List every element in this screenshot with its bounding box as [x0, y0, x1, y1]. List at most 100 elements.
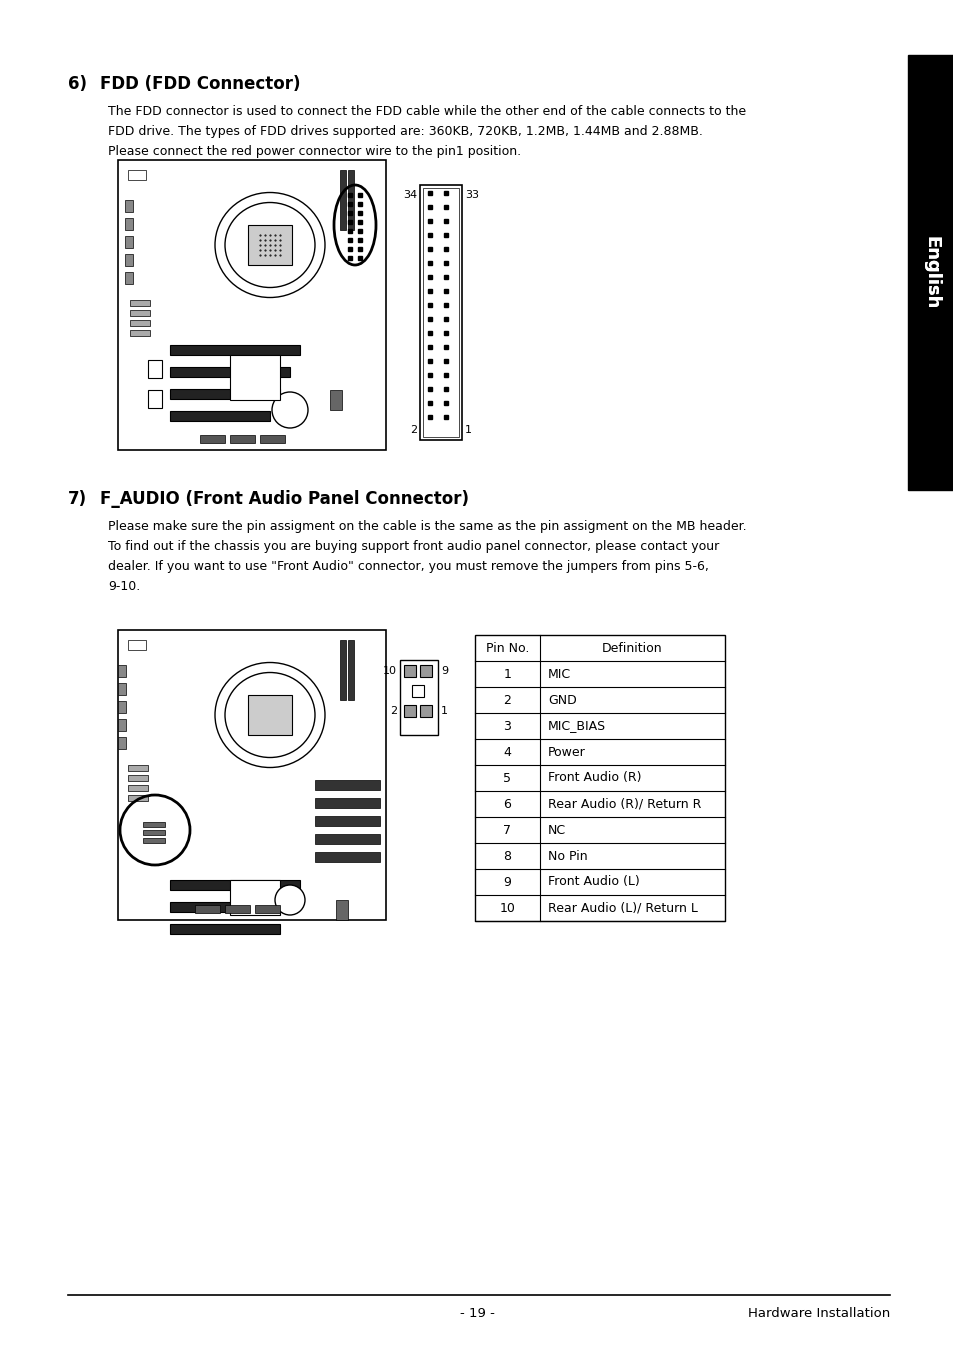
Bar [314, 798, 379, 808]
Text: 2: 2 [410, 425, 416, 435]
Text: dealer. If you want to use "Front Audio" connector, you must remove the jumpers : dealer. If you want to use "Front Audio"… [108, 560, 708, 573]
Text: MIC_BIAS: MIC_BIAS [547, 719, 605, 733]
Bar [475, 635, 724, 921]
Text: 10: 10 [382, 667, 396, 676]
Bar [118, 719, 126, 731]
Text: 2: 2 [503, 694, 511, 707]
Text: FDD (FDD Connector): FDD (FDD Connector) [100, 74, 300, 93]
Text: 8: 8 [503, 849, 511, 863]
Bar [335, 900, 348, 919]
Circle shape [272, 392, 308, 429]
Bar [128, 765, 148, 771]
Bar [419, 185, 461, 439]
Bar [248, 695, 292, 735]
Bar [399, 660, 437, 735]
Ellipse shape [225, 672, 314, 757]
Text: 1: 1 [464, 425, 472, 435]
Text: Please connect the red power connector wire to the pin1 position.: Please connect the red power connector w… [108, 145, 520, 158]
Bar [194, 904, 220, 913]
Bar [170, 411, 270, 420]
Text: 1: 1 [503, 668, 511, 680]
Text: 2: 2 [390, 706, 396, 717]
Text: 1: 1 [440, 706, 448, 717]
Text: 9: 9 [440, 667, 448, 676]
Bar [419, 704, 432, 717]
Text: 34: 34 [402, 191, 416, 200]
Bar [143, 830, 165, 836]
Text: FDD drive. The types of FDD drives supported are: 360KB, 720KB, 1.2MB, 1.44MB an: FDD drive. The types of FDD drives suppo… [108, 124, 702, 138]
Text: MIC: MIC [547, 668, 571, 680]
Text: 7: 7 [503, 823, 511, 837]
Text: No Pin: No Pin [547, 849, 587, 863]
Ellipse shape [214, 662, 325, 768]
Bar [339, 639, 346, 700]
Text: Rear Audio (R)/ Return R: Rear Audio (R)/ Return R [547, 798, 700, 810]
Text: 3: 3 [503, 719, 511, 733]
Bar [170, 366, 290, 377]
Bar [422, 188, 458, 437]
Text: Please make sure the pin assigment on the cable is the same as the pin assigment: Please make sure the pin assigment on th… [108, 521, 746, 533]
Text: - 19 -: - 19 - [459, 1307, 494, 1320]
Text: GND: GND [547, 694, 577, 707]
Text: 6: 6 [503, 798, 511, 810]
Text: Pin No.: Pin No. [485, 641, 529, 654]
Bar [143, 822, 165, 827]
Bar [130, 330, 150, 337]
Bar [200, 435, 225, 443]
Bar [125, 272, 132, 284]
Bar [118, 160, 386, 450]
Circle shape [274, 886, 305, 915]
Bar [907, 55, 953, 489]
Bar [230, 356, 280, 400]
Bar [314, 834, 379, 844]
Text: NC: NC [547, 823, 565, 837]
Bar [125, 237, 132, 247]
Bar [125, 254, 132, 266]
Bar [118, 630, 386, 919]
Bar [170, 880, 299, 890]
Text: Front Audio (L): Front Audio (L) [547, 876, 639, 888]
Bar [339, 170, 346, 230]
Bar [330, 389, 341, 410]
Text: 5: 5 [503, 772, 511, 784]
Text: 6): 6) [68, 74, 87, 93]
Text: 7): 7) [68, 489, 87, 508]
Bar [118, 665, 126, 677]
Bar [128, 639, 146, 650]
Bar [170, 389, 280, 399]
Bar [403, 704, 416, 717]
Bar [170, 345, 299, 356]
Ellipse shape [214, 192, 325, 297]
Text: 4: 4 [503, 745, 511, 758]
Bar [125, 218, 132, 230]
Text: 9-10.: 9-10. [108, 580, 140, 594]
Bar [254, 904, 280, 913]
Bar [412, 685, 423, 698]
Bar [130, 300, 150, 306]
Text: F_AUDIO (Front Audio Panel Connector): F_AUDIO (Front Audio Panel Connector) [100, 489, 469, 508]
Text: 10: 10 [499, 902, 515, 914]
Bar [348, 639, 354, 700]
Bar [128, 170, 146, 180]
Bar [128, 775, 148, 781]
Bar [230, 880, 280, 915]
Bar [348, 170, 354, 230]
Bar [130, 320, 150, 326]
Bar [170, 902, 290, 913]
Bar [403, 665, 416, 677]
Bar [225, 904, 250, 913]
Ellipse shape [225, 203, 314, 288]
Bar [314, 852, 379, 863]
Bar [230, 435, 254, 443]
Bar [260, 435, 285, 443]
Text: To find out if the chassis you are buying support front audio panel connector, p: To find out if the chassis you are buyin… [108, 539, 719, 553]
Bar [148, 360, 162, 379]
Bar [125, 200, 132, 212]
Bar [170, 923, 280, 934]
Bar [314, 817, 379, 826]
Text: 9: 9 [503, 876, 511, 888]
Bar [118, 700, 126, 713]
Bar [143, 838, 165, 844]
Bar [248, 224, 292, 265]
Bar [130, 310, 150, 316]
